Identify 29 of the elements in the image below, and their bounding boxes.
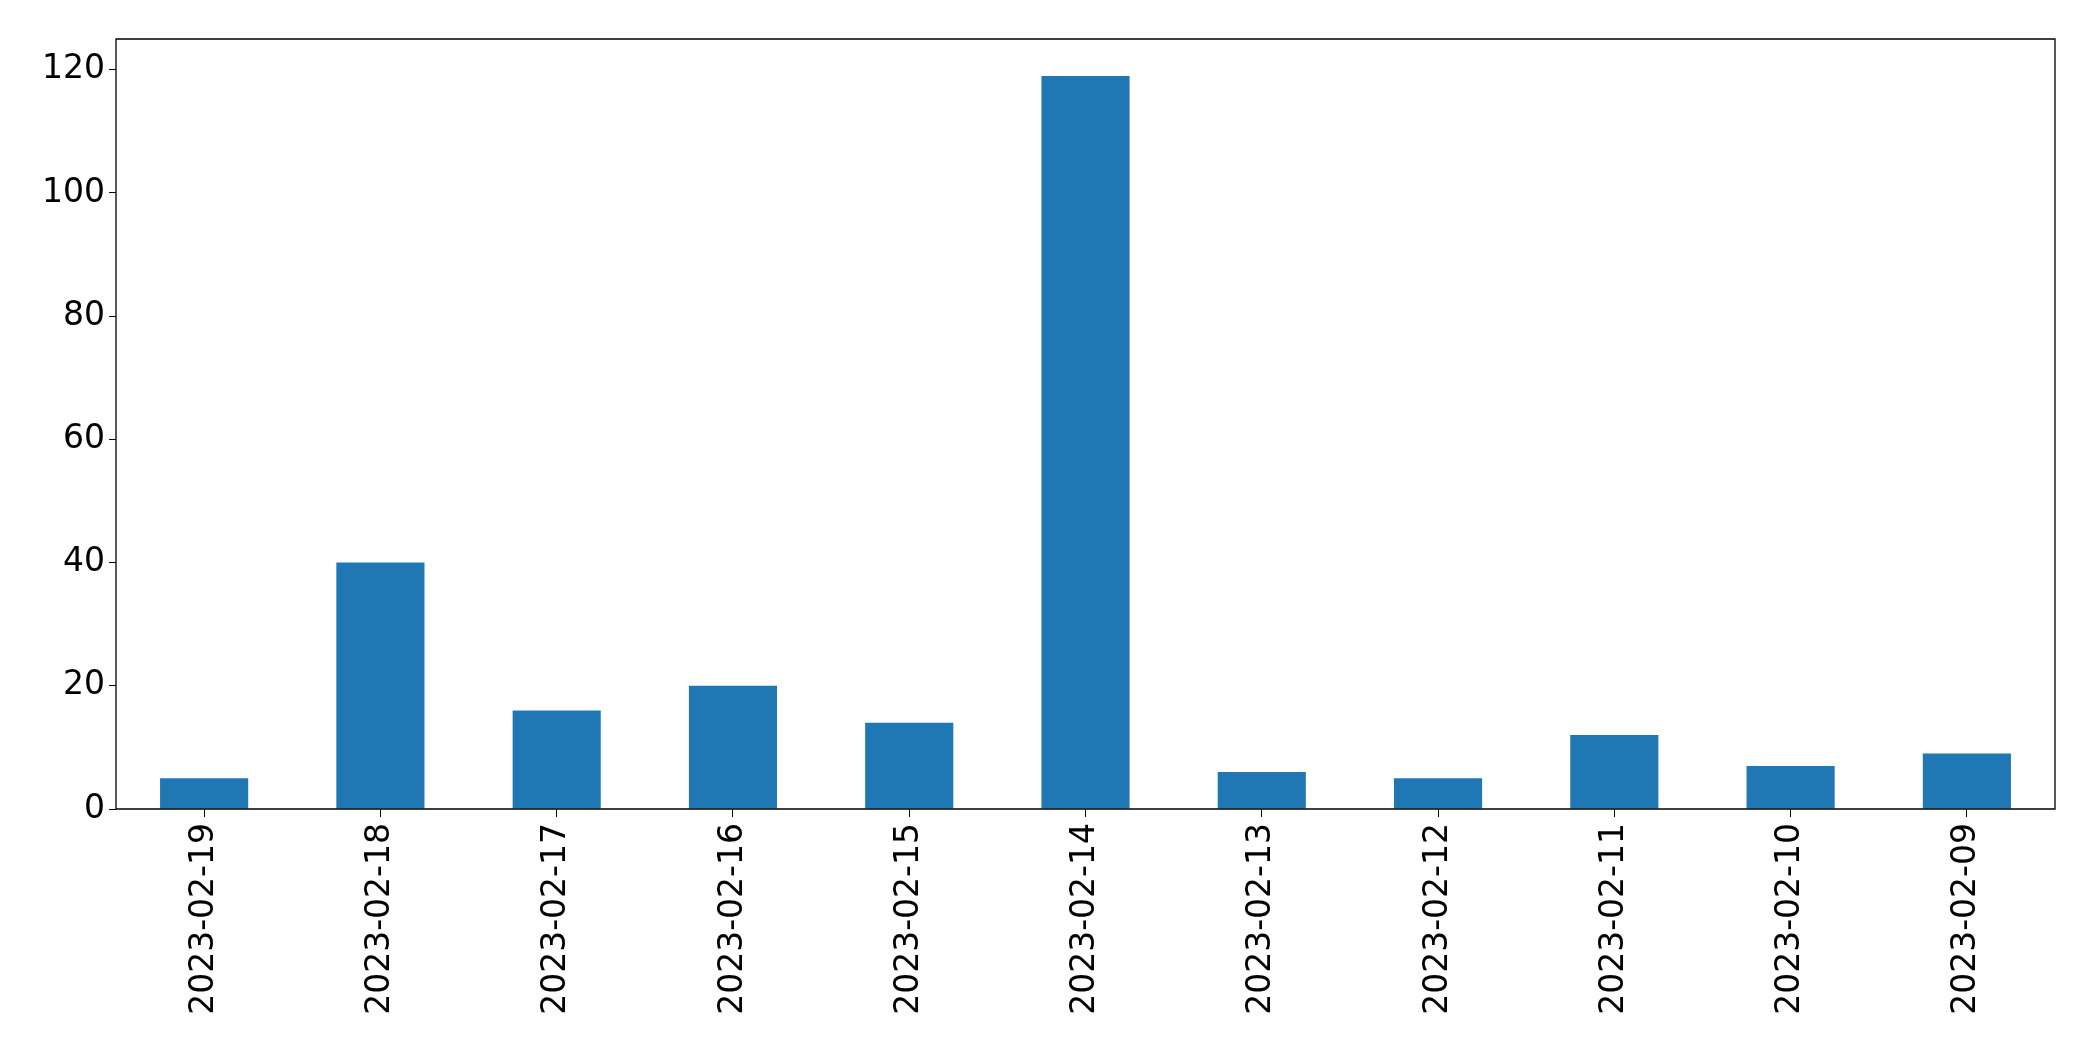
bar xyxy=(1041,75,1130,809)
y-tick-label: 60 xyxy=(63,416,105,456)
x-tick-label: 2023-02-10 xyxy=(1768,823,1808,1015)
x-tick-label: 2023-02-19 xyxy=(181,823,221,1015)
bar xyxy=(865,722,954,809)
x-tick-label: 2023-02-12 xyxy=(1415,823,1455,1015)
y-tick-label: 0 xyxy=(84,786,105,826)
bar xyxy=(1393,778,1483,809)
y-tick-label: 80 xyxy=(63,293,105,333)
bar xyxy=(512,710,601,809)
x-tick-label: 2023-02-17 xyxy=(534,823,574,1015)
x-tick-label: 2023-02-13 xyxy=(1239,823,1279,1015)
x-tick-label: 2023-02-14 xyxy=(1063,823,1103,1015)
x-tick-label: 2023-02-09 xyxy=(1944,823,1984,1015)
bar xyxy=(1570,735,1659,809)
y-tick-label: 20 xyxy=(63,663,105,703)
bar xyxy=(688,685,778,809)
bar xyxy=(1922,753,2011,809)
y-tick-label: 120 xyxy=(42,47,105,87)
y-tick-label: 100 xyxy=(42,170,105,210)
bar xyxy=(1217,772,1306,809)
y-tick-label: 40 xyxy=(63,540,105,580)
bar xyxy=(160,778,249,809)
x-tick-label: 2023-02-11 xyxy=(1591,823,1631,1015)
x-tick-label: 2023-02-16 xyxy=(710,823,750,1015)
bar xyxy=(1746,765,1835,809)
x-tick-label: 2023-02-15 xyxy=(886,823,926,1015)
bar xyxy=(336,562,425,809)
x-tick-label: 2023-02-18 xyxy=(357,823,397,1015)
